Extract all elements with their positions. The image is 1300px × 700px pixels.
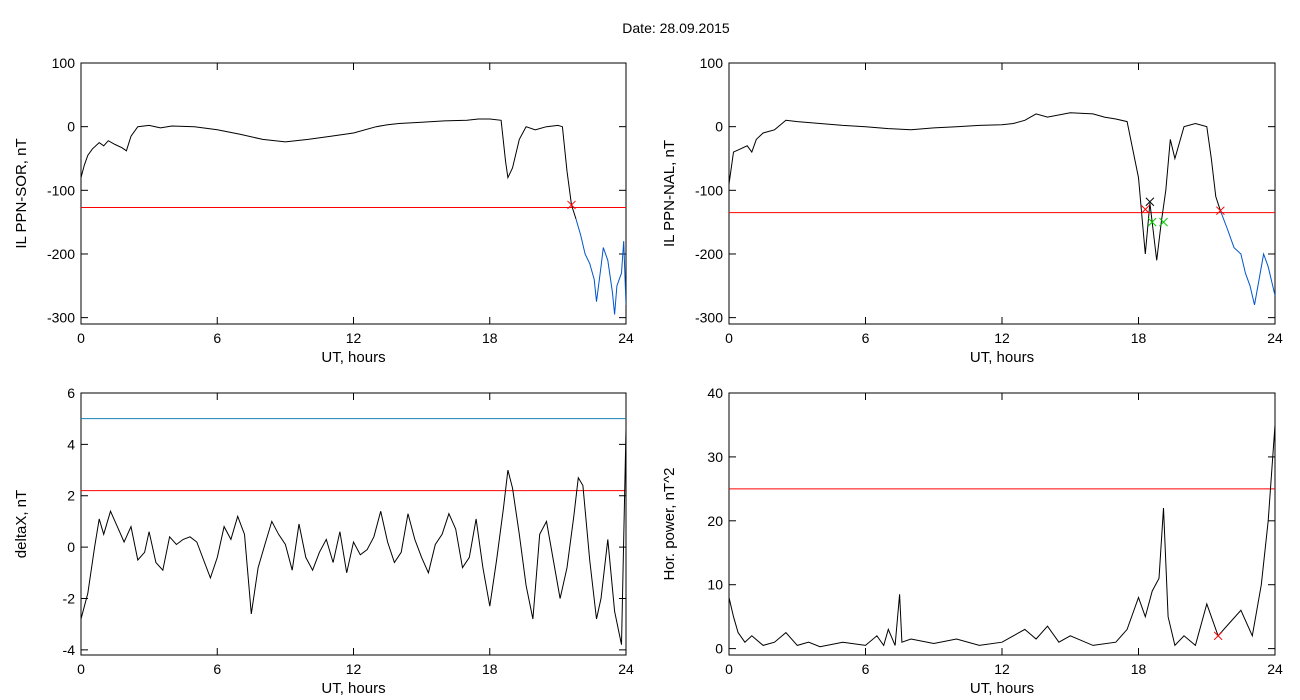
y-tick-label: 0	[67, 539, 75, 555]
y-tick-label: 30	[707, 449, 723, 465]
panel-deltax: 0 6 12 18 24 6 4 2 0 -2 -4 UT, hours deltaX, nT	[13, 385, 634, 697]
y-tick-label: 4	[67, 436, 75, 452]
panel-sor: 0 6 12 18 24 100 0 -100 -200 -300 UT, hours IL PPN-…	[13, 55, 634, 366]
panel-nal: 0 6 12 18 24 100 0 -100 -200 -300 UT, hours IL PPN-…	[661, 55, 1283, 366]
event-marker	[567, 200, 576, 210]
x-axis-label: UT, hours	[321, 680, 385, 697]
plot-frame	[728, 62, 1276, 325]
plot-frame	[80, 62, 627, 325]
y-tick-label: 100	[700, 55, 724, 71]
y-tick-label: 40	[707, 385, 723, 401]
x-tick-label: 6	[862, 330, 870, 346]
y-axis-label: IL PPN-NAL, nT	[661, 140, 678, 247]
y-tick-label: 100	[52, 55, 76, 71]
x-axis-label: UT, hours	[321, 349, 385, 366]
y-tick-label: 20	[707, 513, 723, 529]
x-tick-label: 0	[77, 330, 85, 346]
y-axis-label: IL PPN-SOR, nT	[13, 138, 30, 248]
x-tick-label: 24	[1267, 330, 1283, 346]
y-axis-label: Hor. power, nT^2	[661, 468, 678, 581]
series-line	[729, 112, 1221, 261]
x-tick-label: 0	[725, 661, 733, 677]
x-tick-label: 18	[1131, 661, 1147, 677]
y-tick-label: 0	[67, 119, 75, 135]
event-marker	[1145, 197, 1155, 207]
y-tick-label: 6	[67, 385, 75, 401]
x-axis-label: UT, hours	[970, 349, 1034, 366]
x-tick-label: 12	[994, 330, 1010, 346]
panel-hpower: 0 6 12 18 24 40 30 20 10 0 UT, hours Hor. power, nT…	[661, 385, 1283, 697]
series-line	[81, 428, 626, 645]
y-tick-label: 0	[715, 119, 723, 135]
x-tick-label: 12	[346, 330, 362, 346]
y-tick-label: -200	[47, 246, 75, 262]
date-title: Date: 28.09.2015	[622, 20, 730, 36]
y-tick-label: -4	[63, 642, 76, 658]
x-tick-label: 0	[77, 661, 85, 677]
x-tick-label: 6	[213, 330, 221, 346]
y-tick-label: -300	[695, 310, 723, 326]
x-tick-label: 12	[994, 661, 1010, 677]
plot-frame	[728, 392, 1276, 656]
event-marker	[1147, 217, 1157, 227]
x-tick-label: 6	[213, 661, 221, 677]
x-tick-label: 24	[618, 330, 634, 346]
x-tick-label: 0	[725, 330, 733, 346]
event-marker	[1159, 217, 1168, 227]
y-tick-label: -200	[695, 246, 723, 262]
y-axis-label: deltaX, nT	[13, 490, 30, 558]
x-tick-label: 18	[482, 661, 498, 677]
y-tick-label: -100	[47, 182, 75, 198]
y-tick-label: 0	[715, 641, 723, 657]
event-marker	[1216, 206, 1225, 216]
y-tick-label: -300	[47, 310, 75, 326]
x-tick-label: 24	[1267, 661, 1283, 677]
plot-frame	[80, 392, 627, 656]
y-tick-label: 10	[707, 577, 723, 593]
series-line	[729, 424, 1275, 648]
x-tick-label: 24	[618, 661, 634, 677]
x-axis-label: UT, hours	[970, 680, 1034, 697]
x-tick-label: 18	[482, 330, 498, 346]
event-marker	[1140, 205, 1150, 214]
series-line	[1219, 210, 1275, 306]
event-marker	[1213, 631, 1223, 641]
x-tick-label: 12	[346, 661, 362, 677]
x-tick-label: 6	[862, 661, 870, 677]
series-line	[81, 118, 577, 220]
series-line	[575, 218, 626, 315]
x-tick-label: 18	[1131, 330, 1147, 346]
y-tick-label: -2	[63, 590, 76, 606]
y-tick-label: 2	[67, 488, 75, 504]
y-tick-label: -100	[695, 182, 723, 198]
